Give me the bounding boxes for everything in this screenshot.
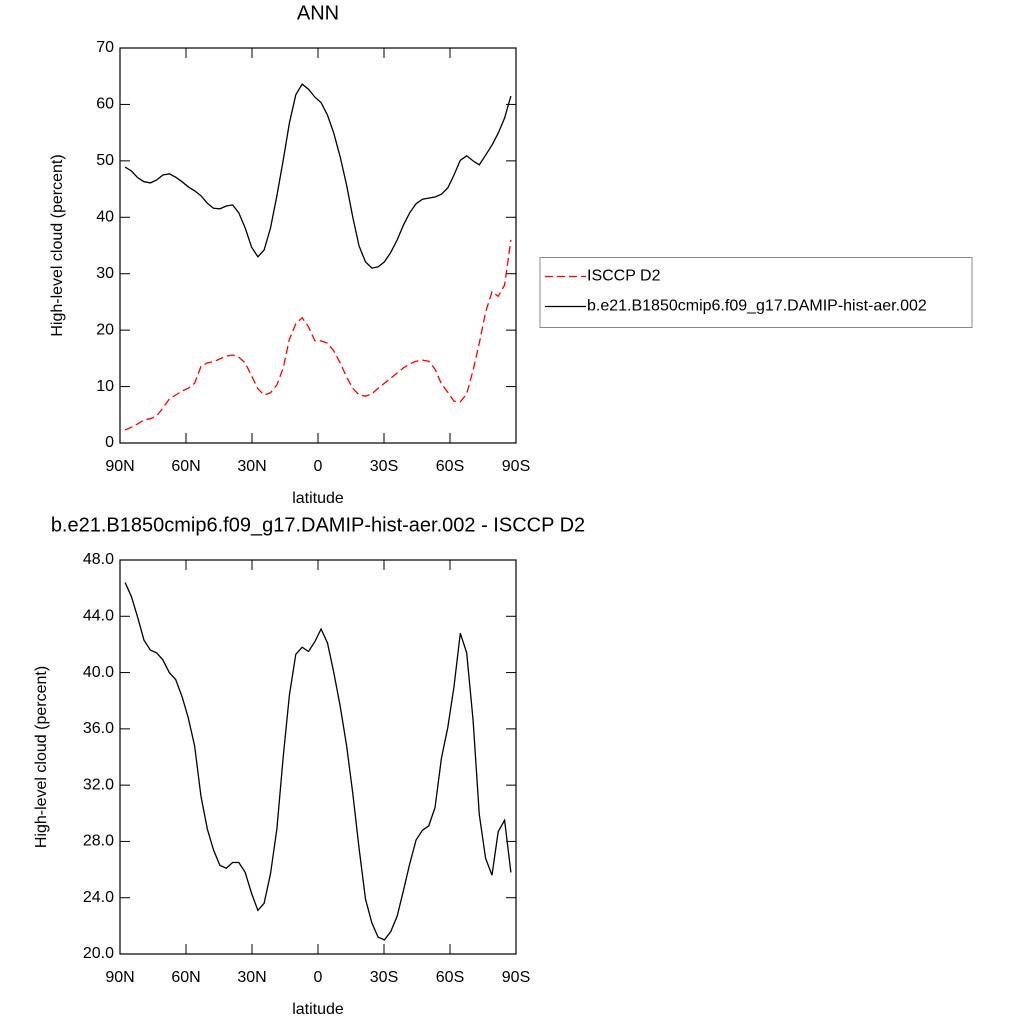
plot-frame	[119, 559, 517, 955]
y-tick-label: 20	[96, 321, 114, 338]
y-tick-label: 20.0	[83, 945, 114, 962]
x-tick-label: 90N	[105, 969, 134, 986]
y-tick-label: 50	[96, 152, 114, 169]
x-axis-label: latitude	[292, 490, 344, 507]
chart-title: ANN	[297, 2, 339, 24]
chart-title: b.e21.B1850cmip6.f09_g17.DAMIP-hist-aer.…	[51, 514, 585, 536]
plot-frame	[119, 47, 517, 444]
y-tick-label: 70	[96, 39, 114, 56]
y-tick-label: 40	[96, 209, 114, 226]
legend-label: b.e21.B1850cmip6.f09_g17.DAMIP-hist-aer.…	[587, 298, 927, 315]
y-axis-label: High-level cloud (percent)	[33, 666, 50, 848]
y-tick-label: 28.0	[83, 833, 114, 850]
y-tick-label: 36.0	[83, 720, 114, 737]
x-tick-label: 90N	[105, 458, 134, 475]
y-tick-label: 30	[96, 265, 114, 282]
y-tick-label: 32.0	[83, 776, 114, 793]
y-tick-label: 10	[96, 378, 114, 395]
x-axis-label: latitude	[292, 1001, 344, 1018]
x-tick-label: 60S	[436, 458, 464, 475]
data-line	[124, 83, 512, 269]
x-tick-label: 90S	[502, 969, 530, 986]
data-line	[124, 582, 512, 941]
legend-label: ISCCP D2	[587, 268, 661, 285]
x-tick-label: 90S	[502, 458, 530, 475]
y-tick-label: 60	[96, 96, 114, 113]
x-tick-label: 60N	[171, 969, 200, 986]
data-line	[124, 239, 512, 431]
y-tick-label: 44.0	[83, 608, 114, 625]
x-tick-label: 60S	[436, 969, 464, 986]
x-tick-label: 30N	[237, 458, 266, 475]
x-tick-label: 30N	[237, 969, 266, 986]
x-tick-label: 60N	[171, 458, 200, 475]
x-tick-label: 0	[314, 458, 323, 475]
x-tick-label: 30S	[370, 969, 398, 986]
x-tick-label: 0	[314, 969, 323, 986]
y-tick-label: 40.0	[83, 664, 114, 681]
y-tick-label: 48.0	[83, 551, 114, 568]
y-tick-label: 0	[105, 434, 114, 451]
y-axis-label: High-level cloud (percent)	[49, 154, 66, 336]
y-tick-label: 24.0	[83, 889, 114, 906]
legend-box	[539, 257, 973, 328]
x-tick-label: 30S	[370, 458, 398, 475]
